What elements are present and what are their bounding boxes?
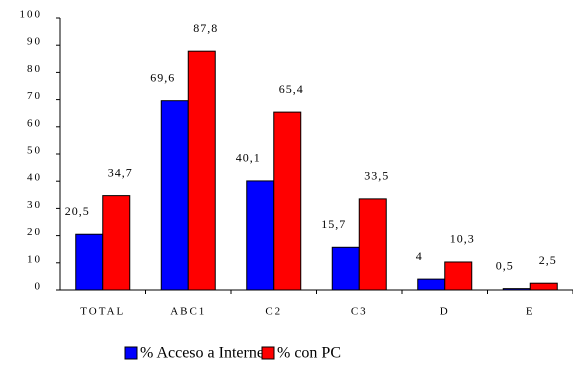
value-label: 87,8 xyxy=(193,21,218,35)
bar xyxy=(273,111,302,291)
y-tick-label: 10 xyxy=(27,253,42,265)
y-tick-label: 40 xyxy=(27,172,42,184)
x-tick-label: TOTAL xyxy=(80,306,125,318)
y-tick-label: 100 xyxy=(20,9,43,21)
legend-swatch xyxy=(261,346,275,360)
bar xyxy=(417,278,446,291)
x-tick-label: ABC1 xyxy=(170,306,206,318)
bar xyxy=(529,282,558,291)
bar xyxy=(331,246,360,291)
bar xyxy=(187,50,216,291)
value-label: 2,5 xyxy=(539,253,557,267)
bar xyxy=(358,198,387,291)
value-label: 4 xyxy=(416,249,423,263)
x-tick-label: D xyxy=(440,306,450,318)
value-label: 34,7 xyxy=(108,165,133,179)
bar xyxy=(160,100,189,291)
bar xyxy=(502,288,531,291)
bar xyxy=(246,180,275,291)
x-tick-label: C2 xyxy=(265,306,282,318)
y-tick-label: 60 xyxy=(27,117,42,129)
y-tick-label: 90 xyxy=(27,36,42,48)
y-tick-label: 70 xyxy=(27,90,42,102)
bar xyxy=(75,233,104,291)
legend-label: % Acceso a Internet xyxy=(140,345,269,362)
value-label: 33,5 xyxy=(364,169,389,183)
y-tick-label: 0 xyxy=(35,281,43,293)
legend-swatch xyxy=(124,346,138,360)
value-label: 10,3 xyxy=(450,232,475,246)
value-label: 20,5 xyxy=(65,204,90,218)
value-label: 40,1 xyxy=(236,151,261,165)
bar xyxy=(102,195,131,291)
y-tick-label: 80 xyxy=(27,63,42,75)
legend-label: % con PC xyxy=(277,345,341,362)
x-tick-label: E xyxy=(526,306,535,318)
value-label: 15,7 xyxy=(321,217,346,231)
y-tick-label: 30 xyxy=(27,199,42,211)
value-label: 65,4 xyxy=(279,82,304,96)
value-label: 69,6 xyxy=(150,70,175,84)
x-tick-label: C3 xyxy=(351,306,368,318)
y-tick-label: 20 xyxy=(27,226,42,238)
y-tick-label: 50 xyxy=(27,145,42,157)
value-label: 0,5 xyxy=(496,258,514,272)
bar xyxy=(444,261,473,291)
